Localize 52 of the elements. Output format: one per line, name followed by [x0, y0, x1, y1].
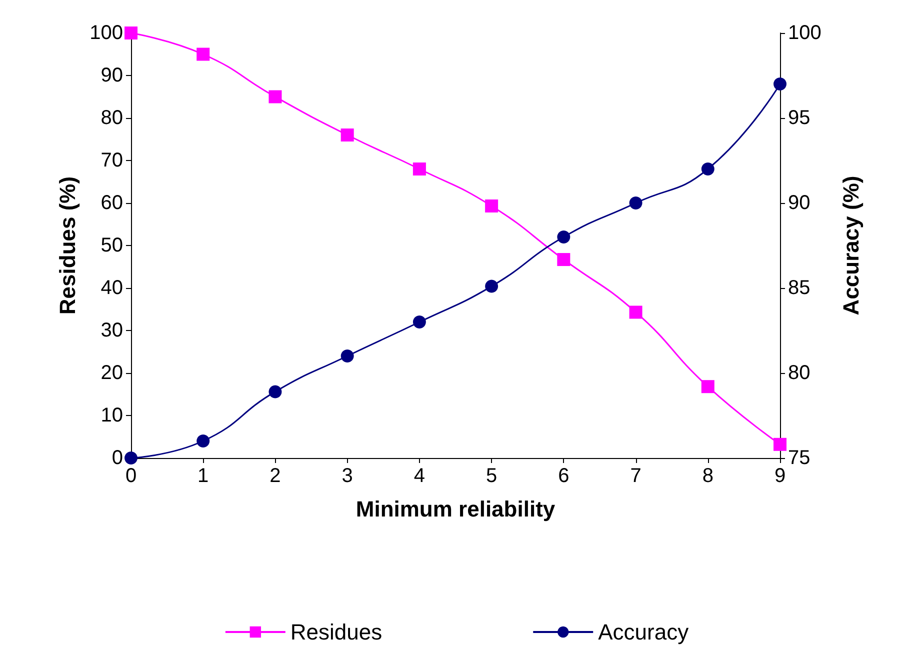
point: [196, 48, 210, 61]
point: [774, 78, 786, 90]
y-tick-label: 100: [90, 22, 123, 44]
x-tick-label: 9: [774, 465, 786, 487]
point: [701, 162, 714, 176]
x-tick-label: 8: [702, 465, 714, 487]
y-tick-label: 60: [100, 192, 123, 214]
y-tick-label: 80: [100, 107, 123, 129]
point: [701, 380, 714, 394]
point: [485, 280, 498, 293]
y2-tick-label: 85: [788, 277, 810, 299]
x-tick-label: 2: [270, 465, 281, 487]
point: [412, 162, 426, 176]
y2-tick-label: 75: [788, 447, 810, 469]
y2-tick-label: 95: [788, 107, 810, 129]
y2-tick-label: 80: [788, 362, 810, 384]
point: [196, 434, 210, 448]
y2-axis-title: Accuracy (%): [838, 176, 864, 316]
point: [412, 316, 426, 328]
y2-tick-label: 90: [788, 192, 810, 214]
legend-label: Accuracy: [598, 620, 689, 644]
x-axis-title: Minimum reliability: [356, 496, 556, 522]
x-tick-label: 4: [414, 465, 426, 487]
x-tick-label: 1: [198, 465, 209, 487]
y-tick-label: 70: [100, 150, 123, 172]
point: [268, 90, 282, 104]
y-axis-title: Residues (%): [55, 176, 80, 315]
point: [124, 26, 138, 40]
x-tick-label: 0: [125, 465, 137, 487]
y-tick-label: 20: [100, 362, 123, 384]
point: [557, 253, 570, 266]
y2-tick-label: 100: [788, 22, 822, 44]
y-tick-label: 50: [100, 234, 123, 256]
y-tick-label: 40: [100, 277, 123, 299]
point: [340, 350, 354, 362]
legend-label: Residues: [290, 620, 382, 644]
point: [629, 306, 642, 319]
point: [485, 199, 498, 212]
x-tick-label: 7: [630, 465, 642, 487]
point: [774, 438, 786, 451]
point: [629, 196, 642, 210]
x-tick-label: 3: [342, 465, 353, 487]
x-tick-label: 5: [486, 465, 498, 487]
y-tick-label: 0: [112, 447, 123, 469]
point: [340, 128, 354, 142]
point: [124, 452, 138, 464]
x-tick-label: 6: [558, 465, 570, 487]
y-tick-label: 30: [100, 320, 123, 342]
y-tick-label: 10: [100, 404, 123, 426]
y-tick-label: 90: [100, 64, 123, 86]
point: [557, 230, 570, 244]
point: [268, 385, 282, 398]
